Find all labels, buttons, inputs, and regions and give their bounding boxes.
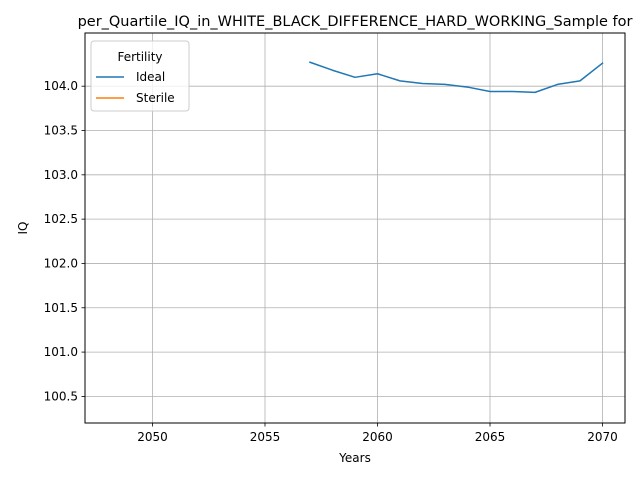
y-tick-label: 103.0 [44,168,78,182]
plot-frame [84,32,626,424]
x-tick-label: 2050 [137,430,168,444]
y-tick-label: 104.0 [44,79,78,93]
y-tick-label: 101.0 [44,345,78,359]
y-tick-label: 102.0 [44,256,78,270]
y-tick-label: 102.5 [44,212,78,226]
y-tick-label: 100.5 [44,389,78,403]
legend-label-sterile: Sterile [136,91,175,105]
legend-title: Fertility [117,50,162,64]
x-tick-label: 2070 [587,430,618,444]
y-axis-label: IQ [16,222,30,235]
legend-label-ideal: Ideal [136,70,165,84]
y-tick-label: 101.5 [44,301,78,315]
legend-box [90,40,190,112]
series-lines [309,61,604,94]
x-tick-label: 2055 [250,430,281,444]
y-axis-ticks: 100.5 101.0 101.5 102.0 102.5 103.0 103.5 104.0 [44,79,85,403]
chart-title: per_Quartile_IQ_in_WHITE_BLACK_DIFFERENC… [78,14,633,30]
y-tick-label: 103.5 [44,124,78,138]
series-line-ideal [309,61,604,94]
x-tick-label: 2060 [362,430,393,444]
legend: Fertility Ideal Sterile [90,40,190,112]
x-tick-label: 2065 [475,430,506,444]
x-axis-label: Years [338,451,371,465]
x-axis-ticks: 2050 2055 2060 2065 2070 [137,423,618,444]
